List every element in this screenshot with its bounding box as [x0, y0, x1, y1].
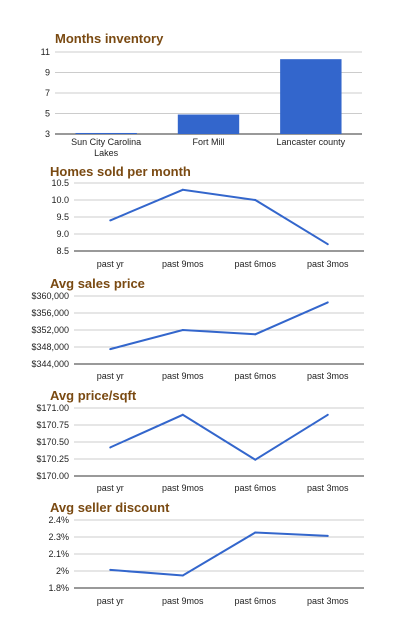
y-tick-label: 2% [56, 566, 69, 576]
chart-title: Months inventory [55, 31, 164, 46]
data-point-3 [254, 333, 257, 336]
data-point-2 [181, 329, 184, 331]
y-tick-label: 10.0 [51, 195, 69, 205]
y-tick-label: 7 [45, 88, 50, 98]
bar-2 [177, 114, 240, 134]
chart-title: Avg price/sqft [50, 388, 137, 403]
y-tick-label: $360,000 [31, 291, 69, 301]
data-point-1 [109, 348, 112, 351]
data-point-4 [326, 534, 329, 537]
chart-title: Avg seller discount [50, 500, 170, 515]
y-tick-label: $170.50 [36, 437, 69, 447]
y-tick-label: 9.5 [56, 212, 69, 222]
category-label: past 9mos [162, 259, 204, 269]
y-tick-label: 9 [45, 68, 50, 78]
y-tick-label: $171.00 [36, 403, 69, 413]
y-tick-label: 8.5 [56, 246, 69, 256]
category-label: past 6mos [234, 596, 276, 606]
chart-4: Avg price/sqft $170.00 $170.25 $170.50 $170.… [36, 388, 364, 493]
category-label: past yr [97, 371, 124, 381]
chart-title: Homes sold per month [50, 164, 191, 179]
category-label: past 9mos [162, 371, 204, 381]
category-label: past 6mos [234, 371, 276, 381]
category-label: past yr [97, 483, 124, 493]
chart-5: Avg seller discount 1.8% 2% 2.1% 2.3% 2.4% pas… [48, 500, 364, 606]
y-tick-label: 2.4% [48, 515, 69, 525]
y-tick-label: 3 [45, 129, 50, 139]
y-tick-label: 10.5 [51, 178, 69, 188]
data-point-1 [109, 568, 112, 571]
data-point-2 [181, 188, 184, 191]
category-label: Fort Mill [193, 137, 225, 147]
y-tick-label: 11 [41, 47, 50, 57]
y-tick-label: $352,000 [31, 325, 69, 335]
series-line [110, 301, 329, 351]
y-tick-label: $170.75 [36, 420, 69, 430]
category-label: past yr [97, 596, 124, 606]
data-point-3 [254, 199, 257, 201]
y-tick-label: $356,000 [31, 308, 69, 318]
category-label: past 6mos [234, 259, 276, 269]
chart-3: Avg sales price $344,000 $348,000 $352,000 $… [31, 276, 364, 381]
series-line [109, 188, 329, 246]
data-point-4 [326, 413, 329, 416]
series-line [109, 413, 329, 461]
category-label: Lakes [94, 148, 119, 158]
data-point-1 [109, 446, 112, 449]
category-label: past 6mos [234, 483, 276, 493]
category-label: past 3mos [307, 483, 349, 493]
category-label: past 3mos [307, 259, 349, 269]
category-label: Lancaster county [277, 137, 346, 147]
data-point-2 [181, 574, 184, 577]
data-point-4 [326, 301, 329, 304]
y-tick-label: 5 [45, 109, 50, 119]
category-label: past 9mos [162, 596, 204, 606]
bar-3 [280, 59, 342, 134]
data-point-3 [254, 531, 257, 534]
category-label: Sun City Carolina [71, 137, 141, 147]
data-point-3 [254, 458, 257, 461]
y-tick-label: 2.3% [48, 532, 69, 542]
chart-title: Avg sales price [50, 276, 145, 291]
chart-2: Homes sold per month 8.5 9.0 9.5 10.0 10.5 pas… [50, 164, 364, 269]
data-point-2 [181, 413, 184, 416]
y-tick-label: 9.0 [56, 229, 69, 239]
category-label: past 3mos [307, 371, 349, 381]
y-tick-label: $348,000 [31, 342, 69, 352]
y-tick-label: $170.25 [36, 454, 69, 464]
y-tick-label: $170.00 [36, 471, 69, 481]
data-point-4 [326, 243, 329, 246]
series-line [110, 531, 328, 577]
y-tick-label: 1.8% [48, 583, 69, 593]
category-label: past 9mos [162, 483, 204, 493]
data-point-1 [109, 219, 112, 222]
y-tick-label: 2.1% [48, 549, 69, 559]
category-label: past yr [97, 259, 124, 269]
category-label: past 3mos [307, 596, 349, 606]
bar-1 [75, 132, 137, 134]
y-tick-label: $344,000 [31, 359, 69, 369]
